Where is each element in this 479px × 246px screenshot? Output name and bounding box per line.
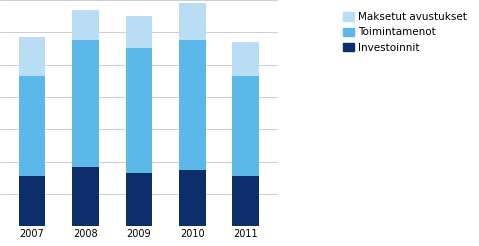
Bar [179,40,205,170]
Bar [72,167,99,226]
Bar [72,10,99,40]
Legend: Maksetut avustukset, Toimintamenot, Investoinnit: Maksetut avustukset, Toimintamenot, Inve… [342,10,469,55]
Bar [179,170,205,226]
Bar [179,3,205,40]
Bar [72,40,99,167]
Bar [19,76,46,176]
Bar [19,176,46,226]
Bar [232,76,259,176]
Bar [232,176,259,226]
Bar [125,48,152,173]
Bar [125,173,152,226]
Bar [125,16,152,48]
Bar [19,37,46,76]
Bar [232,42,259,76]
